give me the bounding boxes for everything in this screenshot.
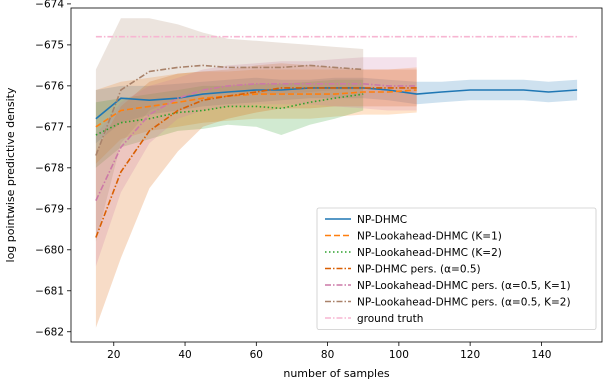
x-tick-label: 60	[250, 349, 263, 361]
legend-box	[316, 207, 597, 330]
x-tick-label: 120	[460, 349, 480, 361]
x-tick-label: 140	[531, 349, 551, 361]
y-tick-label: −676	[35, 81, 64, 93]
y-tick-label: −682	[35, 327, 64, 339]
line-series-2	[95, 93, 364, 136]
y-tick-label: −679	[35, 204, 64, 216]
y-tick-label: −678	[35, 163, 64, 175]
y-axis-ticks: −682 −681 −680 −679 −678 −677 −676 −675 −674	[35, 0, 71, 339]
band-series-5	[95, 18, 364, 242]
y-tick-label: −674	[35, 0, 64, 11]
y-axis-label: log pointwise predictive density	[4, 87, 17, 262]
legend-entry: NP-Lookahead-DHMC (K=1)	[357, 231, 502, 243]
line-series-3	[95, 87, 417, 238]
y-tick-label: −677	[35, 122, 64, 134]
legend-entry: NP-Lookahead-DHMC pers. (α=0.5, K=2)	[357, 297, 571, 309]
x-tick-label: 20	[107, 349, 120, 361]
x-tick-label: 40	[178, 349, 191, 361]
line-series-5	[95, 64, 364, 156]
legend-entry: NP-Lookahead-DHMC (K=2)	[357, 247, 502, 259]
series-lines	[95, 35, 578, 238]
y-tick-label: −680	[35, 245, 64, 257]
confidence-bands	[95, 18, 578, 328]
legend-entry: NP-DHMC pers. (α=0.5)	[357, 264, 481, 276]
band-series-4	[95, 57, 417, 267]
y-tick-label: −681	[35, 286, 64, 298]
band-series-2	[95, 79, 364, 168]
band-series-3	[95, 63, 417, 328]
plot-frame	[70, 7, 603, 343]
x-tick-label: 80	[321, 349, 334, 361]
y-tick-label: −675	[35, 40, 64, 52]
legend-entry: NP-DHMC	[357, 214, 407, 226]
band-series-1	[95, 67, 417, 164]
legend-entry: NP-Lookahead-DHMC pers. (α=0.5, K=1)	[357, 280, 571, 292]
x-tick-label: 100	[389, 349, 409, 361]
line-series-1	[95, 89, 417, 128]
legend: NP-DHMC NP-Lookahead-DHMC (K=1) NP-Lookahe…	[316, 207, 597, 330]
x-axis-ticks: 20 40 60 80 100 120 140	[107, 342, 551, 361]
legend-entry: ground truth	[357, 313, 423, 325]
line-series-4	[95, 83, 417, 201]
band-series-0	[95, 77, 578, 144]
x-axis-label: number of samples	[283, 367, 390, 380]
